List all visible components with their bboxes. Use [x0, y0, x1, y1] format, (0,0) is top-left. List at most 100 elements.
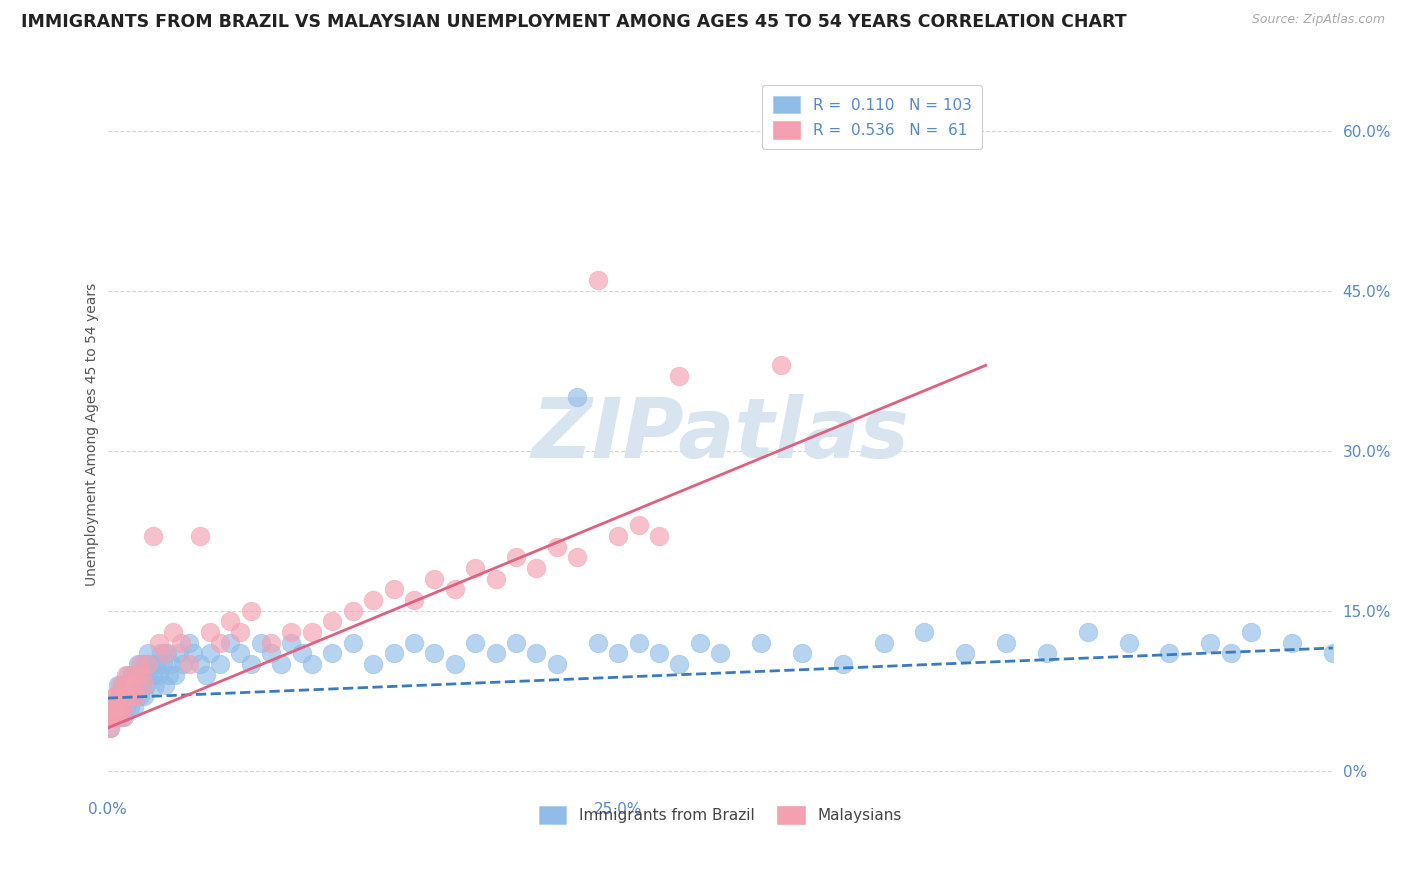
- Point: [179, 635, 201, 649]
- Point: [131, 667, 153, 681]
- Point: [142, 529, 165, 543]
- Point: [156, 646, 179, 660]
- Point: [1281, 635, 1303, 649]
- Point: [111, 710, 134, 724]
- Point: [546, 657, 568, 671]
- Point: [770, 359, 793, 373]
- Point: [121, 667, 143, 681]
- Point: [125, 689, 148, 703]
- Point: [172, 657, 194, 671]
- Point: [194, 667, 217, 681]
- Text: Source: ZipAtlas.com: Source: ZipAtlas.com: [1251, 13, 1385, 27]
- Point: [138, 646, 160, 660]
- Point: [107, 678, 129, 692]
- Point: [423, 572, 446, 586]
- Point: [229, 646, 252, 660]
- Point: [153, 646, 176, 660]
- Point: [567, 390, 589, 404]
- Point: [179, 657, 201, 671]
- Point: [188, 529, 211, 543]
- Point: [127, 667, 149, 681]
- Point: [1322, 646, 1344, 660]
- Point: [443, 582, 465, 597]
- Point: [120, 678, 142, 692]
- Point: [382, 582, 405, 597]
- Point: [627, 518, 650, 533]
- Point: [280, 625, 302, 640]
- Point: [112, 710, 135, 724]
- Point: [170, 635, 193, 649]
- Point: [423, 646, 446, 660]
- Point: [111, 699, 134, 714]
- Point: [229, 625, 252, 640]
- Point: [122, 678, 145, 692]
- Point: [198, 625, 221, 640]
- Point: [648, 646, 671, 660]
- Point: [183, 646, 205, 660]
- Point: [402, 593, 425, 607]
- Point: [127, 657, 149, 671]
- Point: [103, 699, 125, 714]
- Point: [108, 689, 131, 703]
- Point: [100, 710, 122, 724]
- Text: IMMIGRANTS FROM BRAZIL VS MALAYSIAN UNEMPLOYMENT AMONG AGES 45 TO 54 YEARS CORRE: IMMIGRANTS FROM BRAZIL VS MALAYSIAN UNEM…: [21, 13, 1126, 31]
- Point: [103, 710, 125, 724]
- Point: [627, 635, 650, 649]
- Point: [1118, 635, 1140, 649]
- Point: [112, 699, 135, 714]
- Point: [160, 657, 183, 671]
- Point: [120, 689, 142, 703]
- Point: [157, 667, 180, 681]
- Point: [104, 699, 127, 714]
- Point: [125, 689, 148, 703]
- Point: [790, 646, 813, 660]
- Point: [464, 561, 486, 575]
- Point: [115, 678, 138, 692]
- Text: ZIPatlas: ZIPatlas: [531, 394, 910, 475]
- Point: [122, 699, 145, 714]
- Point: [188, 657, 211, 671]
- Point: [135, 657, 157, 671]
- Point: [1036, 646, 1059, 660]
- Point: [260, 646, 283, 660]
- Point: [321, 646, 343, 660]
- Point: [198, 646, 221, 660]
- Point: [402, 635, 425, 649]
- Point: [1077, 625, 1099, 640]
- Point: [321, 615, 343, 629]
- Point: [167, 646, 190, 660]
- Point: [249, 635, 271, 649]
- Point: [121, 689, 143, 703]
- Point: [586, 273, 609, 287]
- Point: [131, 678, 153, 692]
- Point: [129, 667, 152, 681]
- Point: [143, 678, 166, 692]
- Point: [749, 635, 772, 649]
- Point: [108, 710, 131, 724]
- Point: [484, 646, 506, 660]
- Point: [98, 721, 121, 735]
- Point: [134, 667, 156, 681]
- Point: [342, 635, 364, 649]
- Point: [103, 710, 125, 724]
- Point: [152, 657, 174, 671]
- Point: [668, 657, 690, 671]
- Point: [117, 678, 139, 692]
- Point: [1219, 646, 1241, 660]
- Point: [546, 540, 568, 554]
- Point: [129, 689, 152, 703]
- Point: [148, 667, 170, 681]
- Point: [1240, 625, 1263, 640]
- Point: [607, 646, 630, 660]
- Point: [98, 721, 121, 735]
- Point: [115, 699, 138, 714]
- Point: [138, 667, 160, 681]
- Point: [103, 689, 125, 703]
- Point: [142, 667, 165, 681]
- Point: [219, 635, 242, 649]
- Point: [260, 635, 283, 649]
- Point: [239, 604, 262, 618]
- Point: [112, 689, 135, 703]
- Point: [301, 625, 323, 640]
- Point: [689, 635, 711, 649]
